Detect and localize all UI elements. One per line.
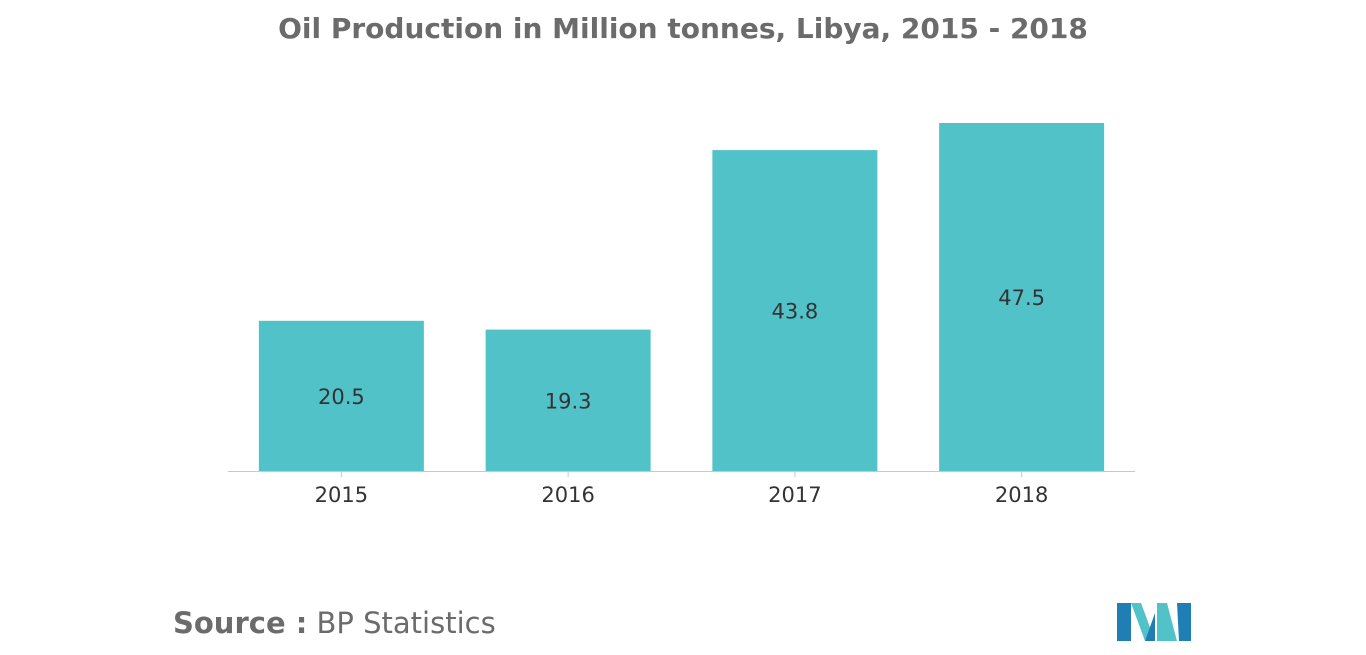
chart-title: Oil Production in Million tonnes, Libya,…: [278, 12, 1088, 45]
bars-group: [258, 123, 1105, 471]
source-note: Source : BP Statistics: [173, 606, 496, 640]
logo-right-dark: [1177, 603, 1191, 641]
data-label-2017: 43.8: [771, 300, 818, 324]
bar-2015: [258, 320, 424, 471]
bar-2017: [712, 150, 878, 471]
x-tick-labels-group: 2015 2016 2017 2018: [315, 483, 1049, 507]
data-labels-group: 20.5 19.3 43.8 47.5: [318, 286, 1045, 413]
ticks-group: [340, 471, 1023, 477]
logo-mid-dark: [1145, 613, 1155, 641]
x-tick-label-2017: 2017: [768, 483, 821, 507]
x-tick-label-2015: 2015: [315, 483, 368, 507]
logo-left-dark: [1117, 603, 1131, 641]
x-tick-label-2016: 2016: [541, 483, 594, 507]
source-label: Source :: [173, 606, 308, 640]
data-label-2018: 47.5: [998, 286, 1045, 310]
logo-right-light: [1157, 603, 1177, 641]
source-value: BP Statistics: [307, 606, 496, 640]
data-label-2015: 20.5: [318, 385, 365, 409]
bar-2018: [939, 123, 1105, 471]
bar-2016: [485, 329, 651, 471]
x-tick-label-2018: 2018: [995, 483, 1048, 507]
mordor-intelligence-logo: [1117, 603, 1191, 641]
data-label-2016: 19.3: [545, 389, 592, 413]
